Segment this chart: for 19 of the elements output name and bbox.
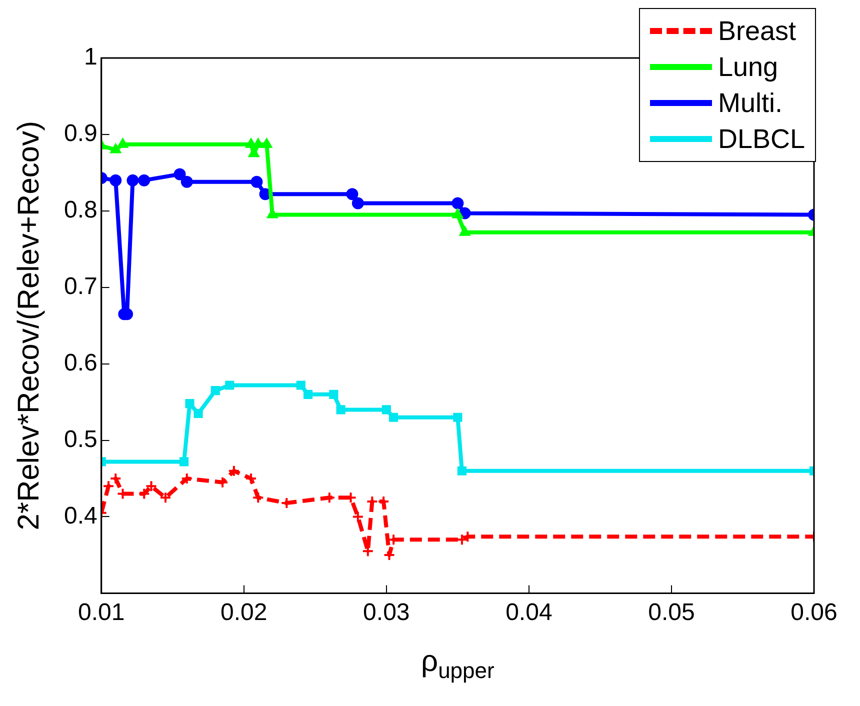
x-tick-label: 0.01	[78, 599, 125, 626]
x-tick-label: 0.04	[506, 599, 552, 626]
y-tick-label: 0.4	[64, 502, 98, 530]
y-tick-label: 0.8	[64, 196, 98, 224]
y-axis-title: 2*Relev*Recov/(Relev+Recov)	[12, 120, 46, 530]
x-axis-title: ρ$_{upper}$	[420, 645, 496, 684]
legend-label: DLBCL	[718, 124, 805, 154]
y-tick-label: 0.6	[64, 349, 98, 376]
x-tick-label: 0.05	[648, 599, 695, 626]
x-tick-label: 0.03	[363, 599, 410, 626]
x-tick-label: 0.06	[790, 599, 838, 626]
legend-label: Lung	[718, 52, 778, 82]
y-tick-label: 0.9	[64, 120, 98, 148]
x-tick-label: 0.02	[220, 599, 268, 626]
legend-label: Multi.	[718, 88, 782, 118]
y-tick-label: 0.5	[64, 426, 98, 453]
y-tick-label: 0.7	[64, 272, 98, 300]
legend-label: Breast	[718, 16, 796, 46]
y-tick-label: 1	[84, 44, 98, 71]
